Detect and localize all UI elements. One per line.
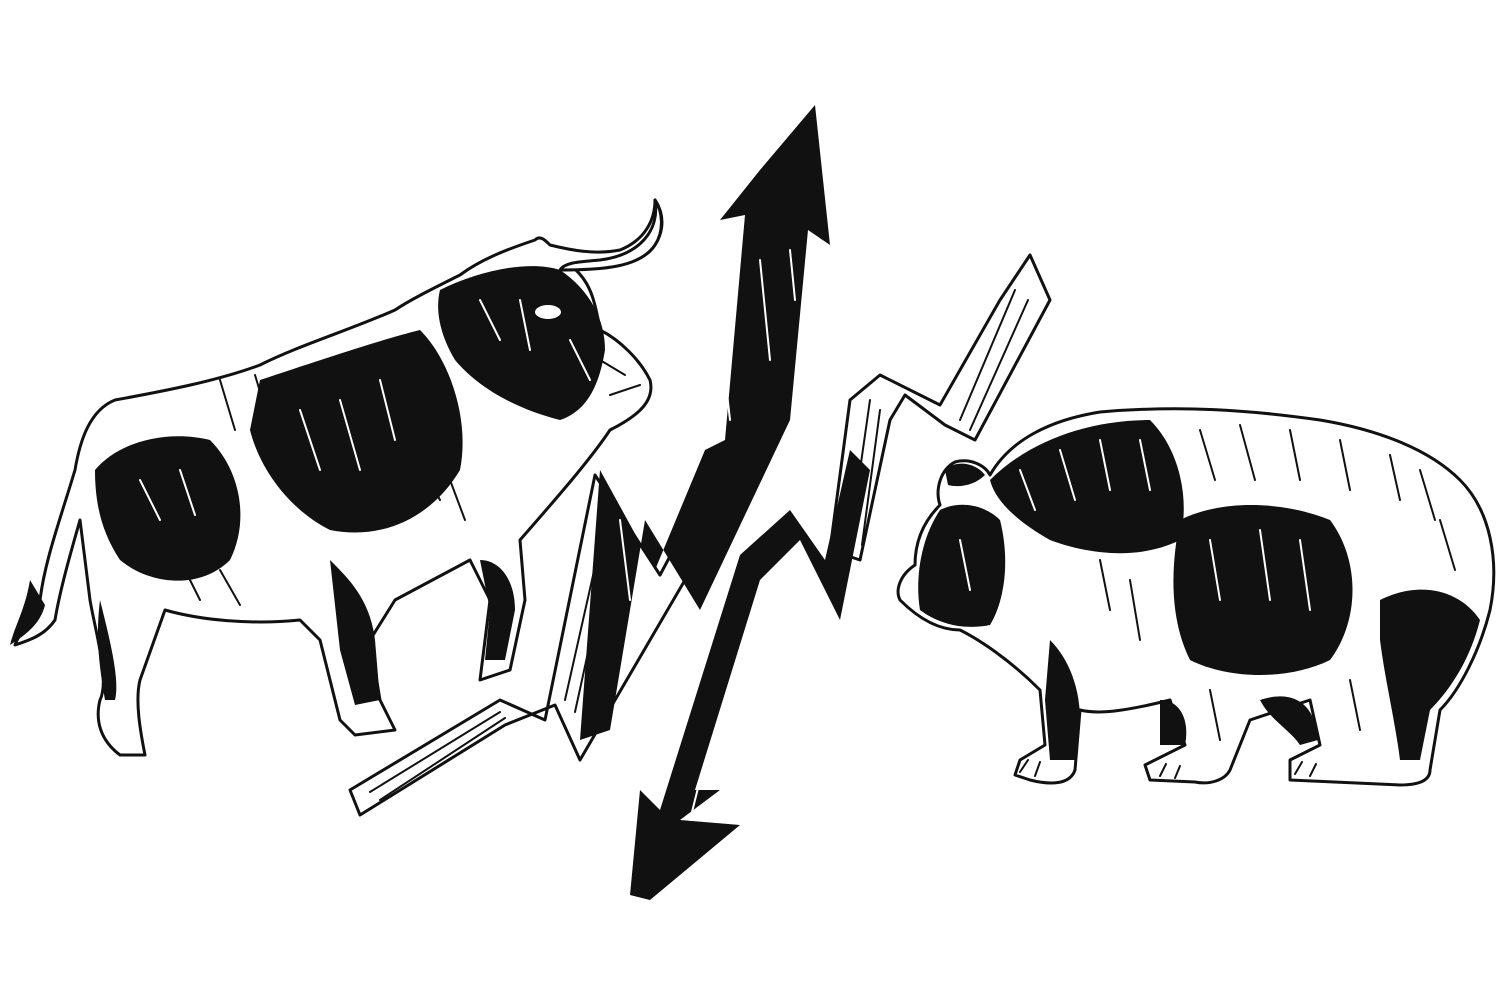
- bear-illustration: [896, 407, 1496, 787]
- bull-illustration: [10, 198, 664, 757]
- down-arrow-icon: [630, 253, 1052, 900]
- up-arrow-icon: [348, 105, 830, 817]
